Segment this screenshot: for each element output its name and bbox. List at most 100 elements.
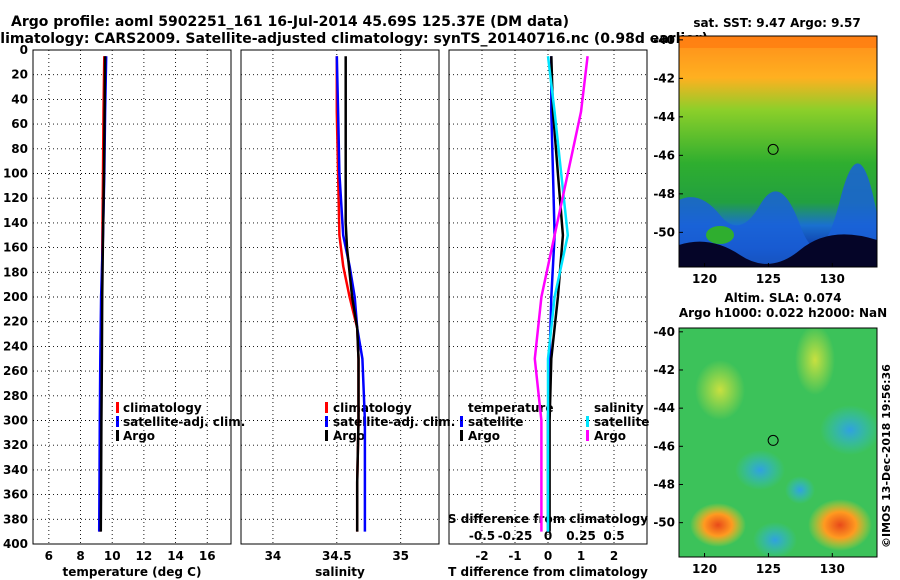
x-tick-label: 34.5 — [322, 549, 352, 563]
sla-feature — [753, 522, 797, 557]
sst-coldest-band — [679, 234, 877, 267]
sst-warm-band — [679, 36, 877, 48]
depth-tick-label: 220 — [3, 315, 28, 329]
map-x-tick-label: 130 — [820, 562, 845, 576]
depth-tick-label: 340 — [3, 463, 28, 477]
sst-map-title: sat. SST: 9.47 Argo: 9.57 — [693, 16, 860, 30]
depth-tick-label: 100 — [3, 167, 28, 181]
map-y-tick-label: -50 — [653, 225, 675, 239]
map-y-tick-label: -40 — [653, 325, 675, 339]
difference-legend: temperature salinity satellite Argo sate… — [460, 401, 649, 443]
depth-tick-label: 360 — [3, 488, 28, 502]
sla-map-frame — [678, 327, 878, 558]
map-y-tick-label: -46 — [653, 439, 675, 453]
temperature-panel: temperature (deg C) — [32, 49, 232, 579]
salinity-legend: climatology satellite-adj. clim. Argo — [325, 401, 455, 443]
map-y-tick-label: -42 — [653, 71, 675, 85]
x-tick-label: 6 — [45, 549, 53, 563]
salinity-xlabel: salinity — [315, 565, 365, 579]
map-y-tick-label: -46 — [653, 148, 675, 162]
legend-swatch-argo — [325, 430, 328, 441]
depth-tick-label: 20 — [11, 68, 28, 82]
sla-feature — [795, 328, 835, 395]
legend-label-s-argo: Argo — [594, 429, 626, 443]
legend-swatch-argo — [116, 430, 119, 441]
legend-label-argo: Argo — [123, 429, 155, 443]
legend-title-temperature: temperature — [468, 401, 553, 415]
argo-position-marker — [767, 434, 779, 446]
legend-swatch-t-satellite — [460, 416, 463, 427]
s-diff-tick-label: 0.25 — [566, 529, 596, 543]
sst-map-panel: sat. SST: 9.47 Argo: 9.57 — [678, 16, 878, 268]
depth-tick-label: 280 — [3, 389, 28, 403]
legend-label-climatology: climatology — [123, 401, 202, 415]
x-tick-label: 1 — [577, 549, 585, 563]
sla-map-panel: Altim. SLA: 0.074 Argo h1000: 0.022 h200… — [678, 291, 887, 558]
map-y-tick-label: -48 — [653, 187, 675, 201]
sla-feature — [820, 405, 877, 455]
legend-label-satellite: satellite-adj. clim. — [123, 415, 245, 429]
sla-map-title-line1: Altim. SLA: 0.074 — [724, 291, 841, 305]
legend-swatch-t-argo — [460, 430, 463, 441]
s-diff-tick-label: -0.25 — [498, 529, 533, 543]
difference-xlabel: T difference from climatology — [448, 565, 648, 579]
legend-label-s-satellite: satellite — [594, 415, 649, 429]
salinity-panel: salinity — [240, 49, 440, 579]
temperature-xlabel: temperature (deg C) — [63, 565, 202, 579]
series-line-s-argo — [533, 56, 589, 532]
depth-tick-label: 380 — [3, 512, 28, 526]
map-y-tick-label: -42 — [653, 363, 675, 377]
map-x-tick-label: 125 — [756, 562, 781, 576]
map-y-tick-label: -48 — [653, 477, 675, 491]
x-tick-label: -2 — [475, 549, 488, 563]
sla-map-title-line2: Argo h1000: 0.022 h2000: NaN — [679, 306, 887, 320]
sst-map-frame — [678, 35, 878, 268]
depth-tick-label: 300 — [3, 414, 28, 428]
legend-swatch-climatology — [116, 402, 119, 413]
series-line-argo — [99, 56, 107, 532]
x-tick-label: 10 — [104, 549, 121, 563]
sla-feature — [808, 499, 872, 551]
x-tick-label: 34 — [265, 549, 282, 563]
map-y-tick-label: -50 — [653, 516, 675, 530]
series-line-s-satellite — [546, 56, 570, 532]
depth-tick-label: 80 — [11, 142, 28, 156]
x-tick-label: 14 — [167, 549, 184, 563]
x-tick-label: 12 — [136, 549, 153, 563]
legend-swatch-satellite — [116, 416, 119, 427]
argo-position-marker — [767, 143, 779, 155]
depth-tick-label: 120 — [3, 191, 28, 205]
depth-tick-label: 240 — [3, 339, 28, 353]
s-diff-tick-label: 0 — [544, 529, 552, 543]
map-x-tick-label: 130 — [820, 272, 845, 286]
depth-tick-label: 400 — [3, 537, 28, 551]
legend-swatch-climatology — [325, 402, 328, 413]
map-y-tick-label: -44 — [653, 401, 675, 415]
series-line-t-argo — [548, 56, 565, 532]
legend-swatch-s-argo — [586, 430, 589, 441]
depth-tick-label: 140 — [3, 216, 28, 230]
x-tick-label: 8 — [76, 549, 84, 563]
legend-label-t-argo: Argo — [468, 429, 500, 443]
map-x-tick-label: 120 — [692, 272, 717, 286]
legend-swatch-s-satellite — [586, 416, 589, 427]
x-tick-label: 35 — [392, 549, 409, 563]
depth-tick-label: 0 — [20, 43, 28, 57]
map-y-tick-label: -44 — [653, 110, 675, 124]
s-diff-tick-label: -0.5 — [469, 529, 495, 543]
sst-eddy — [706, 226, 734, 244]
sla-feature — [735, 450, 785, 490]
x-tick-label: -1 — [508, 549, 521, 563]
depth-tick-label: 180 — [3, 265, 28, 279]
s-diff-tick-label: 0.5 — [603, 529, 624, 543]
title-line1: Argo profile: aoml 5902251_161 16-Jul-20… — [11, 14, 569, 30]
depth-tick-label: 40 — [11, 92, 28, 106]
x-tick-label: 2 — [610, 549, 618, 563]
map-x-tick-label: 125 — [756, 272, 781, 286]
legend-label-argo: Argo — [333, 429, 365, 443]
depth-tick-label: 60 — [11, 117, 28, 131]
depth-tick-label: 260 — [3, 364, 28, 378]
temperature-legend: climatology satellite-adj. clim. Argo — [116, 401, 245, 443]
series-line-satellite-adj-clim- — [335, 56, 367, 532]
